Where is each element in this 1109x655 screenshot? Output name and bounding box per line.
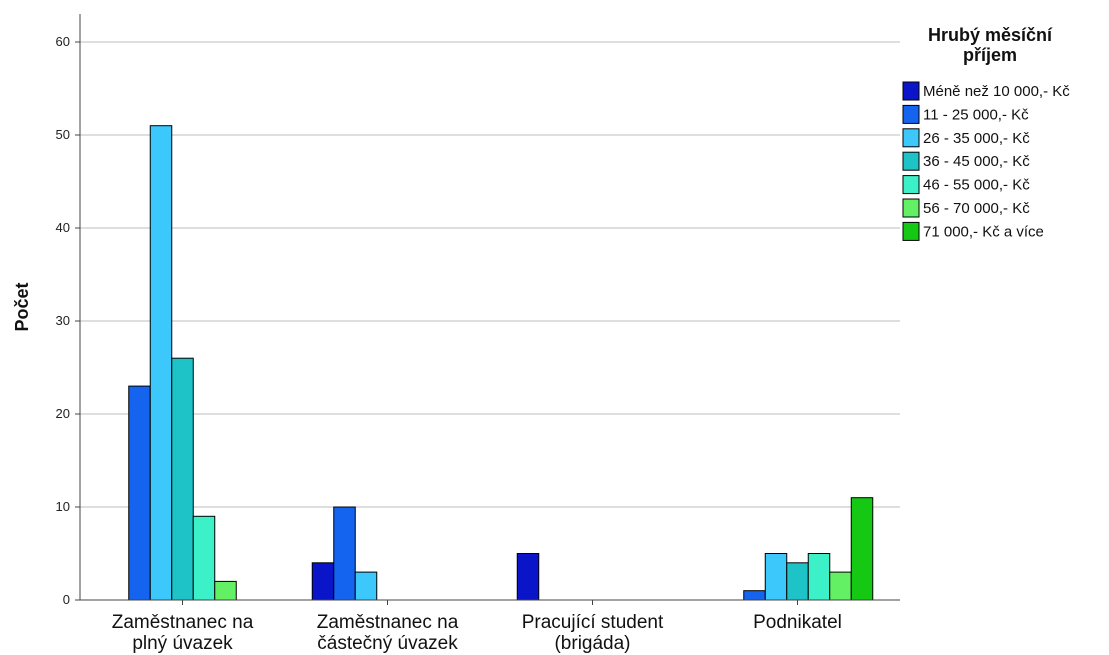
legend-swatch: [902, 221, 920, 241]
legend-title: příjem: [963, 45, 1017, 65]
x-tick-label: (brigáda): [554, 633, 630, 654]
bar: [764, 553, 788, 601]
bar: [829, 571, 852, 601]
y-axis-label: Počet: [12, 282, 32, 331]
y-tick-label: 50: [56, 127, 70, 142]
bar: [214, 580, 237, 601]
bar: [850, 497, 874, 601]
gridlines: [80, 41, 900, 508]
legend-entry: 56 - 70 000,- Kč: [923, 200, 1030, 217]
x-tick-label: plný úvazek: [132, 633, 233, 654]
bar: [171, 357, 194, 601]
y-tick-label: 60: [56, 34, 70, 49]
bar: [786, 562, 809, 601]
y-tick-label: 10: [56, 499, 70, 514]
bar: [192, 515, 216, 601]
legend-swatch: [902, 198, 920, 218]
bar: [807, 553, 831, 601]
y-tick-label: 30: [56, 313, 70, 328]
bar: [743, 590, 766, 601]
legend-entry: 46 - 55 000,- Kč: [923, 177, 1030, 194]
legend-entry: 26 - 35 000,- Kč: [923, 130, 1030, 147]
legend-swatch: [902, 81, 920, 101]
x-tick-label: Zaměstnanec na: [112, 612, 254, 633]
bar: [354, 571, 378, 601]
legend-entry: 11 - 25 000,- Kč: [923, 106, 1029, 123]
bar: [333, 506, 356, 601]
x-tick-label: Zaměstnanec na: [317, 612, 459, 633]
y-tick-label: 0: [63, 592, 70, 607]
x-tick-label: Pracující student: [522, 612, 664, 633]
y-tick-label: 20: [56, 406, 70, 421]
legend-swatch: [902, 151, 920, 171]
bar: [516, 553, 540, 601]
legend-swatch: [902, 104, 920, 124]
bars: [128, 125, 874, 601]
legend-entry: 36 - 45 000,- Kč: [923, 153, 1030, 170]
legend-swatch: [902, 128, 920, 148]
legend-title: Hrubý měsíční: [928, 25, 1053, 45]
x-tick-label: částečný úvazek: [317, 633, 458, 654]
bar: [149, 125, 173, 601]
x-tick-label: Podnikatel: [753, 612, 842, 633]
legend-entry: 71 000,- Kč a více: [923, 223, 1044, 240]
y-tick-label: 40: [56, 220, 70, 235]
legend-entry: Méně než 10 000,- Kč: [923, 83, 1070, 100]
bar: [311, 562, 335, 601]
legend-swatch: [902, 175, 920, 195]
bar: [128, 385, 151, 601]
